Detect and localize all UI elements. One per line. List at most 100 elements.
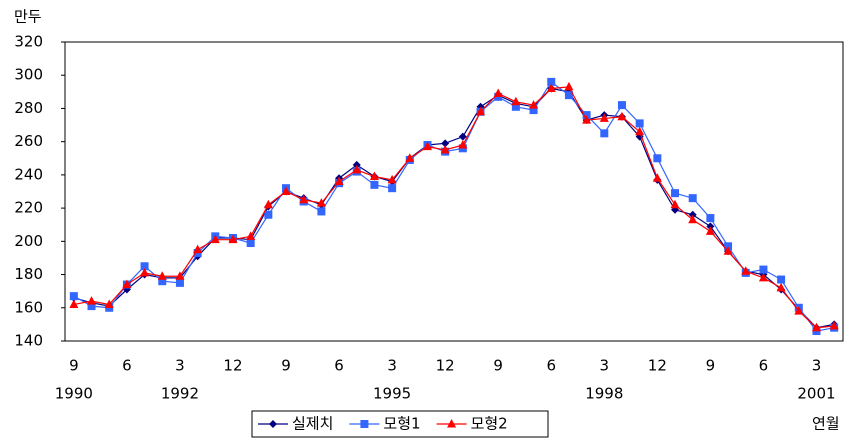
y-tick-label: 280 <box>14 99 43 117</box>
legend-label: 모형2 <box>471 415 508 433</box>
point <box>281 186 291 195</box>
y-tick-label: 260 <box>14 132 43 150</box>
point <box>246 238 255 247</box>
point <box>564 81 574 91</box>
point <box>617 101 626 110</box>
point <box>140 267 150 277</box>
point <box>635 126 645 136</box>
point <box>511 102 520 111</box>
point <box>758 272 768 282</box>
point <box>529 106 538 115</box>
x-tick-label: 3 <box>600 357 610 375</box>
point <box>69 292 78 301</box>
point <box>441 139 450 148</box>
legend-marker <box>269 420 277 428</box>
point <box>458 139 468 149</box>
point <box>210 234 220 244</box>
series-line <box>73 86 835 329</box>
x-tick-label: 12 <box>223 357 242 375</box>
legend: 실제치 모형1 모형2 <box>251 410 549 438</box>
legend-marker <box>360 420 369 428</box>
point <box>829 321 839 330</box>
point <box>546 83 556 93</box>
x-tick-label: 6 <box>334 357 344 375</box>
x-year-label: 1998 <box>585 385 623 403</box>
x-year-label: 1990 <box>55 385 93 403</box>
point <box>140 262 149 271</box>
y-tick-label: 180 <box>14 265 43 283</box>
point <box>264 210 273 219</box>
point <box>370 180 379 189</box>
point <box>104 299 114 308</box>
point <box>476 106 486 116</box>
point <box>175 278 184 287</box>
x-year-label: 2001 <box>797 385 835 403</box>
legend-box <box>251 410 549 438</box>
series-line <box>73 87 835 329</box>
point <box>440 144 450 154</box>
x-tick-label: 9 <box>493 357 503 375</box>
point <box>369 171 379 181</box>
x-tick-label: 3 <box>387 357 397 375</box>
point <box>405 153 415 162</box>
legend-label: 실제치 <box>292 415 333 433</box>
point <box>493 88 503 97</box>
y-tick-label: 200 <box>14 232 43 250</box>
point <box>263 199 273 209</box>
point <box>688 214 698 224</box>
point <box>228 234 238 244</box>
point <box>387 174 397 184</box>
point <box>706 214 715 223</box>
point <box>635 119 644 128</box>
y-tick-label: 240 <box>14 165 43 183</box>
x-tick-label: 6 <box>759 357 769 375</box>
point <box>759 265 768 274</box>
point <box>653 154 662 163</box>
y-tick-label: 140 <box>14 332 43 350</box>
point <box>122 279 132 289</box>
point <box>299 194 309 204</box>
y-unit: 만두 <box>14 8 42 26</box>
point <box>547 77 556 86</box>
point <box>776 282 786 292</box>
x-tick-label: 12 <box>648 357 667 375</box>
point <box>87 296 97 305</box>
x-tick-label: 9 <box>706 357 716 375</box>
x-tick-label: 6 <box>546 357 556 375</box>
legend-label: 모형1 <box>383 415 420 433</box>
x-tick-label: 3 <box>812 357 822 375</box>
y-tick-label: 220 <box>14 199 43 217</box>
point <box>157 271 167 280</box>
point <box>69 299 79 308</box>
plot-area <box>64 41 844 342</box>
point <box>316 198 326 207</box>
point <box>599 113 609 122</box>
point <box>422 141 432 151</box>
x-year-label: 1992 <box>161 385 199 403</box>
point <box>388 184 397 193</box>
x-tick-label: 9 <box>69 357 79 375</box>
y-tick-label: 300 <box>14 66 43 84</box>
point <box>705 226 715 235</box>
point <box>670 199 680 209</box>
point <box>87 302 96 311</box>
x-tick-label: 3 <box>175 357 185 375</box>
point <box>741 266 751 275</box>
legend-marker <box>447 419 457 428</box>
point <box>352 164 362 174</box>
point <box>193 244 203 254</box>
point <box>777 275 786 284</box>
point <box>458 132 467 141</box>
y-tick-label: 160 <box>14 298 43 316</box>
point <box>582 115 592 124</box>
y-tick-label: 320 <box>14 33 43 51</box>
point <box>564 91 573 100</box>
point <box>652 173 662 182</box>
point <box>511 96 521 106</box>
point <box>334 176 344 186</box>
series-line <box>73 80 835 332</box>
point <box>723 246 733 255</box>
x-tick-label: 6 <box>122 357 132 375</box>
x-tick-label: 9 <box>281 357 291 375</box>
